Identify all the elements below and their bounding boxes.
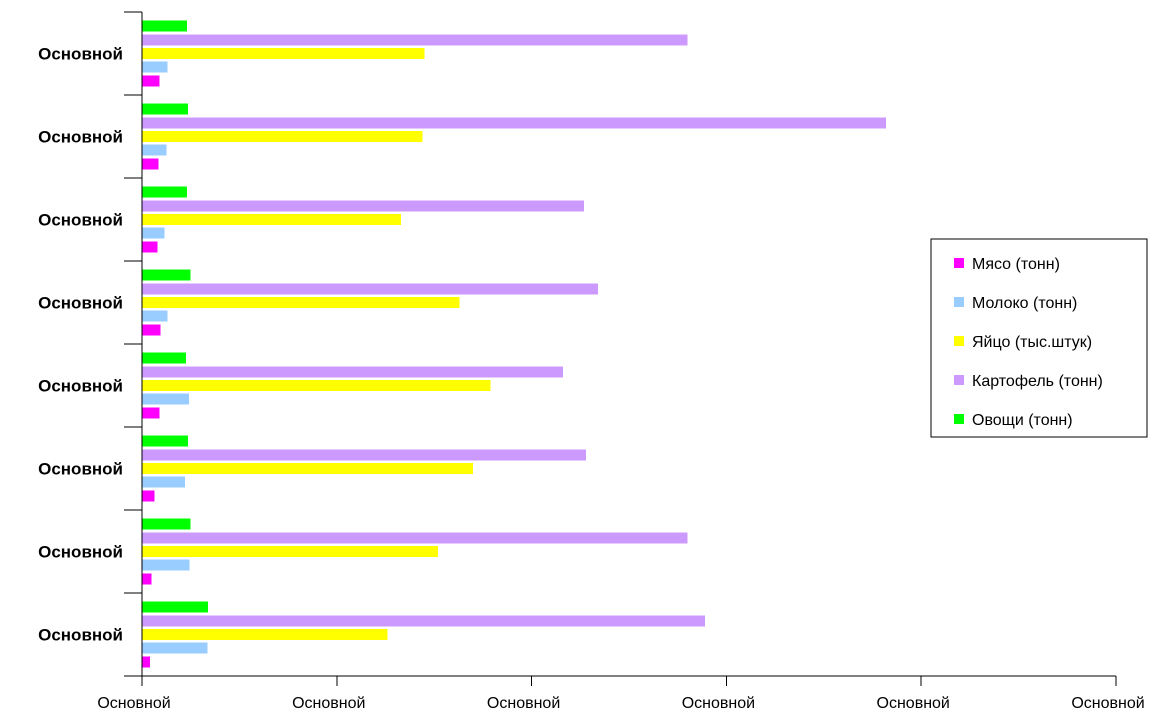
bar-8-series-2 (142, 642, 208, 654)
bar-3-series-2 (142, 227, 165, 239)
bar-7-series-1 (142, 573, 152, 585)
bar-5-series-3 (142, 380, 491, 391)
legend-swatch (954, 336, 964, 346)
bar-2-series-3 (142, 131, 423, 142)
bar-8-series-4 (142, 615, 705, 627)
bar-4-series-5 (142, 269, 191, 281)
labels-layer: Основной Основной Основной Основной Основной… (38, 45, 1145, 713)
category-label: Основной (38, 45, 123, 64)
bar-3-series-1 (142, 241, 158, 253)
bar-6-series-4 (142, 449, 587, 461)
x-tick-label: Основной (682, 695, 755, 712)
category-label: Основной (38, 294, 123, 313)
category-label: Основной (38, 543, 123, 562)
x-tick-label: Основной (292, 695, 365, 712)
x-tick-label: Основной (1071, 695, 1144, 712)
bar-6-series-1 (142, 490, 155, 502)
bar-1-series-4 (142, 34, 688, 46)
bar-8-series-3 (142, 629, 388, 640)
bar-3-series-5 (142, 186, 187, 198)
legend-label: Картофель (тонн) (972, 373, 1103, 390)
bar-7-series-2 (142, 559, 190, 571)
legend-swatch (954, 375, 964, 385)
category-label: Основной (38, 128, 123, 147)
legend-swatch (954, 414, 964, 424)
bar-1-series-3 (142, 48, 425, 59)
bar-3-series-4 (142, 200, 585, 212)
legend-label: Мясо (тонн) (972, 256, 1060, 273)
bars-layer (142, 20, 887, 668)
bar-5-series-4 (142, 366, 563, 378)
bar-2-series-1 (142, 158, 159, 170)
bar-2-series-4 (142, 117, 887, 129)
bar-3-series-3 (142, 214, 402, 225)
legend: Мясо (тонн) Молоко (тонн) Яйцо (тыс.штук) К… (930, 238, 1148, 438)
axes-layer (124, 11, 1117, 686)
bar-1-series-2 (142, 61, 168, 73)
x-tick-label: Основной (877, 695, 950, 712)
bar-6-series-5 (142, 435, 188, 447)
bar-2-series-5 (142, 103, 188, 115)
bar-4-series-2 (142, 310, 168, 322)
bar-5-series-5 (142, 352, 186, 364)
legend-label: Овощи (тонн) (972, 412, 1073, 429)
bar-8-series-1 (142, 656, 150, 668)
legend-box (930, 238, 1148, 438)
bar-4-series-4 (142, 283, 598, 295)
bar-5-series-2 (142, 393, 189, 405)
bar-7-series-3 (142, 546, 439, 557)
x-tick-label: Основной (487, 695, 560, 712)
bar-6-series-3 (142, 463, 474, 474)
category-label: Основной (38, 460, 123, 479)
bar-7-series-4 (142, 532, 688, 544)
bar-5-series-1 (142, 407, 160, 419)
category-label: Основной (38, 211, 123, 230)
bar-7-series-5 (142, 518, 191, 530)
legend-swatch (954, 297, 964, 307)
x-tick-label: Основной (97, 695, 170, 712)
category-label: Основной (38, 377, 123, 396)
legend-label: Яйцо (тыс.штук) (972, 334, 1092, 351)
bar-1-series-1 (142, 75, 160, 87)
legend-swatch (954, 258, 964, 268)
legend-items: Мясо (тонн) Молоко (тонн) Яйцо (тыс.штук) К… (954, 256, 1103, 429)
category-label: Основной (38, 626, 123, 645)
bar-4-series-3 (142, 297, 460, 308)
bar-1-series-5 (142, 20, 187, 32)
bar-6-series-2 (142, 476, 185, 488)
bar-2-series-2 (142, 144, 167, 156)
legend-label: Молоко (тонн) (972, 295, 1077, 312)
bar-8-series-5 (142, 601, 209, 613)
bar-4-series-1 (142, 324, 161, 336)
